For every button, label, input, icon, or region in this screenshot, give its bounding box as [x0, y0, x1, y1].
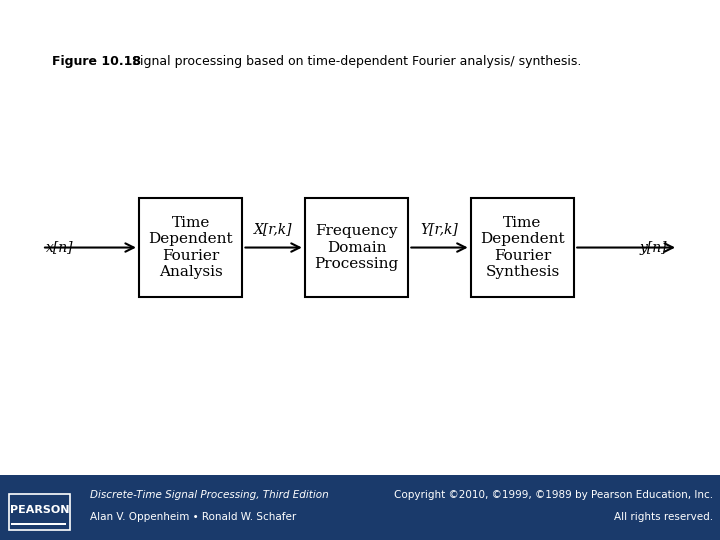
- Text: Figure 10.18: Figure 10.18: [53, 55, 141, 68]
- Text: PEARSON: PEARSON: [10, 505, 69, 515]
- Text: Signal processing based on time-dependent Fourier analysis/ synthesis.: Signal processing based on time-dependen…: [132, 55, 581, 68]
- Text: y[n]: y[n]: [640, 240, 667, 254]
- FancyBboxPatch shape: [139, 198, 243, 298]
- Text: X[r,k]: X[r,k]: [254, 222, 293, 237]
- Text: Frequency
Domain
Processing: Frequency Domain Processing: [315, 224, 399, 271]
- FancyBboxPatch shape: [305, 198, 408, 298]
- Text: Time
Dependent
Fourier
Analysis: Time Dependent Fourier Analysis: [148, 216, 233, 279]
- Text: x[n]: x[n]: [45, 240, 73, 254]
- FancyBboxPatch shape: [471, 198, 575, 298]
- Text: Y[r,k]: Y[r,k]: [420, 222, 459, 237]
- Text: Time
Dependent
Fourier
Synthesis: Time Dependent Fourier Synthesis: [480, 216, 564, 279]
- Text: All rights reserved.: All rights reserved.: [613, 512, 713, 522]
- Text: Discrete-Time Signal Processing, Third Edition: Discrete-Time Signal Processing, Third E…: [90, 490, 329, 500]
- Text: Copyright ©2010, ©1999, ©1989 by Pearson Education, Inc.: Copyright ©2010, ©1999, ©1989 by Pearson…: [394, 490, 713, 500]
- Text: Alan V. Oppenheim • Ronald W. Schafer: Alan V. Oppenheim • Ronald W. Schafer: [90, 512, 296, 522]
